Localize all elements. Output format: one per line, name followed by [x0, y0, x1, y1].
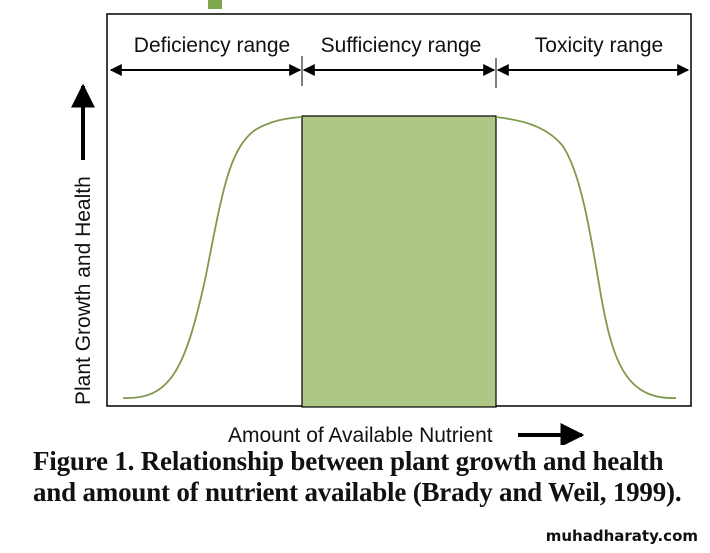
deficiency-curve — [122, 116, 303, 399]
figure-caption: Figure 1. Relationship between plant gro… — [33, 446, 682, 507]
sufficiency-block — [301, 115, 497, 408]
y-axis-label: Plant Growth and Health — [72, 176, 95, 405]
range-label-toxicity: Toxicity range — [535, 34, 663, 57]
x-axis-label: Amount of Available Nutrient — [228, 424, 493, 445]
accent-square — [208, 0, 222, 9]
toxicity-curve — [495, 116, 677, 399]
watermark: muhadharaty.com — [545, 527, 698, 545]
range-label-sufficiency: Sufficiency range — [321, 34, 482, 57]
range-label-deficiency: Deficiency range — [134, 34, 290, 57]
nutrient-response-diagram: Deficiency range Sufficiency range Toxic… — [71, 0, 692, 445]
